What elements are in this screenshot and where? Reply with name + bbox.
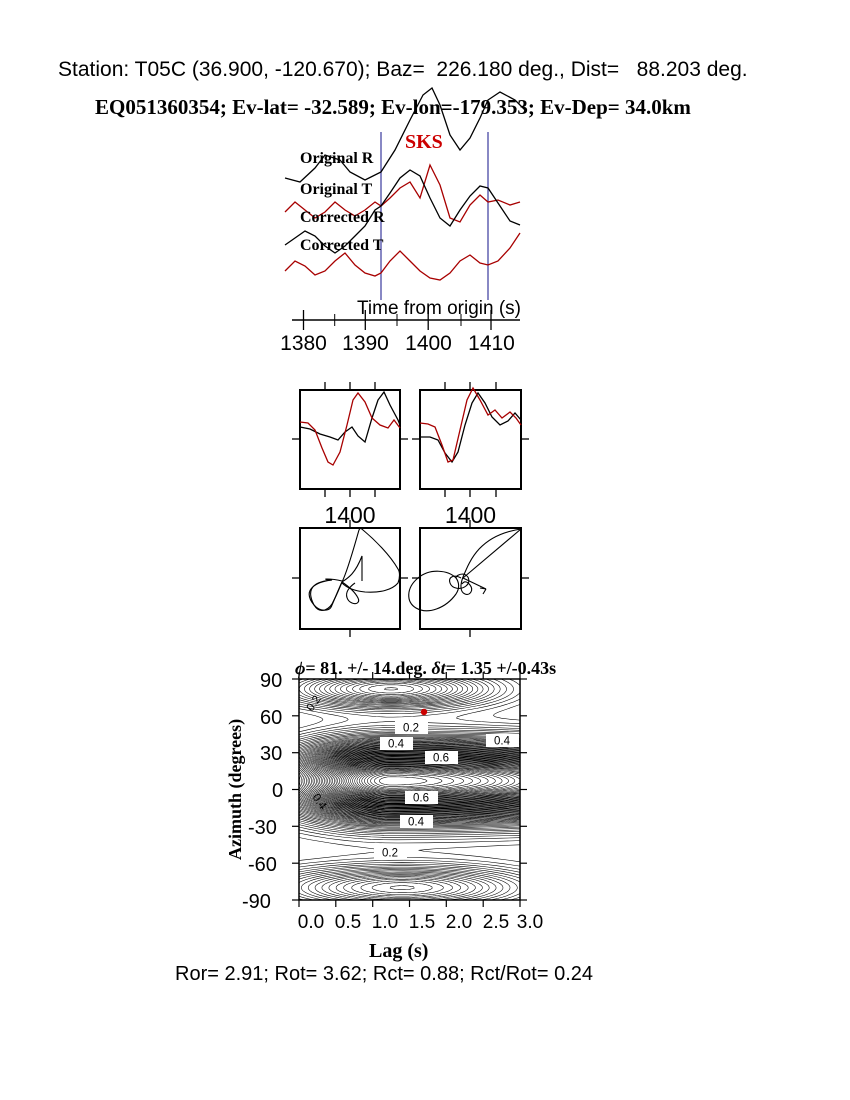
svg-text:0.4: 0.4 bbox=[310, 792, 329, 812]
svg-text:0.4: 0.4 bbox=[388, 739, 405, 751]
svg-text:0.2: 0.2 bbox=[382, 848, 398, 860]
svg-text:0.6: 0.6 bbox=[413, 793, 429, 805]
svg-text:0.2: 0.2 bbox=[403, 723, 419, 735]
svg-text:0.6: 0.6 bbox=[433, 753, 449, 765]
svg-text:0.4: 0.4 bbox=[494, 736, 511, 748]
svg-text:0.2: 0.2 bbox=[305, 694, 324, 714]
svg-text:0.4: 0.4 bbox=[408, 817, 425, 829]
